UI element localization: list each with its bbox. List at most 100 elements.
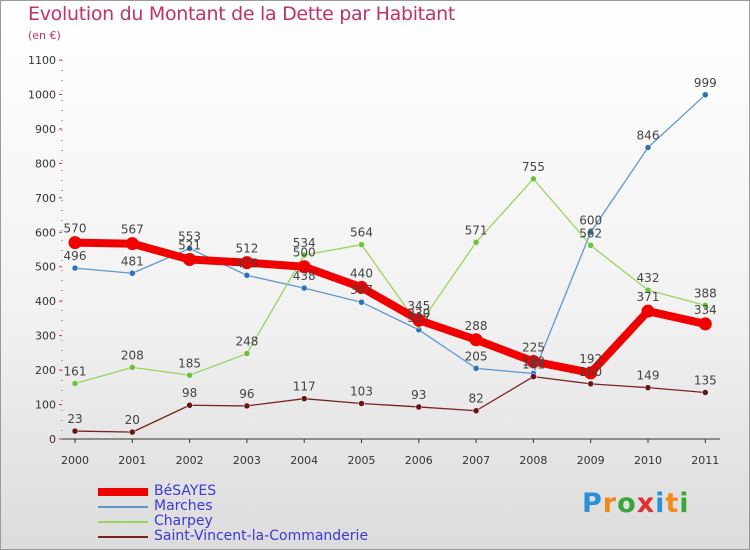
data-point-charpey xyxy=(472,239,480,246)
axes: 0 100 200 300 400 500 600 700 800 900 1000 1100 2000… xyxy=(28,54,720,467)
data-point-charpey xyxy=(702,302,709,309)
data-label-saint-vincent-la-commanderie: 96 xyxy=(239,387,254,401)
legend-swatch-marches xyxy=(98,506,148,508)
y-tick-label: 0 xyxy=(49,433,56,446)
data-point-saint-vincent-la-commanderie xyxy=(530,373,537,380)
data-point-b-sayes xyxy=(297,260,311,274)
x-tick-label: 2004 xyxy=(290,454,318,467)
series-line-marches xyxy=(74,94,706,375)
data-label-saint-vincent-la-commanderie: 82 xyxy=(468,392,483,406)
data-point-saint-vincent-la-commanderie xyxy=(129,428,136,436)
data-label-charpey: 564 xyxy=(350,226,373,240)
series-line-saint-vincent-la-commanderie xyxy=(74,375,706,433)
data-point-b-sayes xyxy=(412,313,426,327)
data-label-saint-vincent-la-commanderie: 93 xyxy=(411,388,426,402)
y-tick-label: 600 xyxy=(35,226,56,239)
data-label-b-sayes: 521 xyxy=(178,238,201,252)
data-point-charpey xyxy=(71,380,79,387)
data-label-charpey: 208 xyxy=(121,348,144,362)
y-tick-label: 700 xyxy=(35,192,56,205)
data-label-marches: 190 xyxy=(522,355,545,369)
legend-label-marches: Marches xyxy=(154,498,213,514)
chart-subtitle: (en €) xyxy=(28,29,61,42)
data-point-marches xyxy=(644,144,652,151)
data-label-saint-vincent-la-commanderie: 98 xyxy=(182,386,197,400)
logo-letter: i xyxy=(679,488,690,519)
x-tick-label: 2000 xyxy=(61,454,89,467)
data-point-b-sayes xyxy=(355,280,368,294)
y-tick-label: 900 xyxy=(35,123,56,136)
series-lines xyxy=(68,91,712,436)
data-label-b-sayes: 345 xyxy=(407,299,430,313)
data-point-charpey xyxy=(644,286,652,294)
x-tick-label: 2006 xyxy=(405,454,433,467)
data-point-marches xyxy=(702,91,709,99)
data-point-charpey xyxy=(243,350,251,357)
y-tick-label: 800 xyxy=(35,157,56,170)
y-tick-label: 1000 xyxy=(28,88,56,101)
data-label-saint-vincent-la-commanderie: 117 xyxy=(293,380,316,394)
data-point-b-sayes xyxy=(240,256,254,270)
data-label-charpey: 571 xyxy=(465,223,488,237)
data-label-marches: 846 xyxy=(637,129,660,143)
data-label-charpey: 755 xyxy=(522,160,545,174)
data-label-saint-vincent-la-commanderie: 135 xyxy=(694,373,717,387)
data-label-saint-vincent-la-commanderie: 20 xyxy=(125,413,140,427)
x-tick-label: 2010 xyxy=(634,454,662,467)
logo-letter: i xyxy=(655,488,666,519)
data-label-charpey: 534 xyxy=(293,236,316,250)
data-point-b-sayes xyxy=(183,252,197,266)
data-point-charpey xyxy=(300,251,308,259)
legend-swatch-besayes xyxy=(98,488,148,496)
data-point-marches xyxy=(300,284,308,292)
logo-letter: t xyxy=(665,488,680,519)
data-label-b-sayes: 570 xyxy=(64,222,87,236)
logo-letter: P xyxy=(582,488,603,519)
data-point-marches xyxy=(129,270,136,277)
data-point-saint-vincent-la-commanderie xyxy=(644,384,652,391)
data-label-charpey: 185 xyxy=(178,356,201,370)
data-label-b-sayes: 371 xyxy=(637,290,660,304)
data-point-b-sayes xyxy=(584,366,598,380)
x-tick-label: 2007 xyxy=(462,454,490,467)
data-label-marches: 600 xyxy=(579,213,602,227)
data-label-saint-vincent-la-commanderie: 103 xyxy=(350,385,373,399)
legend-label-saint-vincent: Saint-Vincent-la-Commanderie xyxy=(154,528,369,544)
data-label-marches: 475 xyxy=(235,256,258,270)
data-label-marches: 397 xyxy=(350,283,373,297)
data-label-b-sayes: 334 xyxy=(694,303,717,317)
data-label-saint-vincent-la-commanderie: 160 xyxy=(579,365,602,379)
data-point-saint-vincent-la-commanderie xyxy=(415,403,423,411)
data-label-charpey: 161 xyxy=(64,365,87,379)
data-label-marches: 999 xyxy=(694,76,717,90)
y-tick-label: 400 xyxy=(35,295,56,308)
data-label-charpey: 562 xyxy=(579,226,602,240)
data-point-b-sayes xyxy=(68,236,82,250)
data-label-b-sayes: 225 xyxy=(522,340,545,354)
x-tick-label: 2001 xyxy=(118,454,146,467)
data-label-marches: 438 xyxy=(293,269,316,283)
data-label-b-sayes: 500 xyxy=(293,246,316,260)
data-labels: 496 481 553 475 438 397 317 205 190 600 846 999 161 2… xyxy=(64,76,717,427)
data-label-b-sayes: 288 xyxy=(465,319,488,333)
legend-label-charpey: Charpey xyxy=(154,513,213,529)
y-tick-label: 500 xyxy=(35,261,56,274)
data-point-marches xyxy=(186,245,193,252)
data-point-charpey xyxy=(587,242,594,249)
proxiti-logo: Proxiti xyxy=(582,488,690,519)
data-point-marches xyxy=(358,298,365,306)
data-label-b-sayes: 192 xyxy=(579,352,602,366)
data-point-marches xyxy=(472,365,480,372)
data-label-charpey: 330 xyxy=(407,306,430,320)
data-point-b-sayes xyxy=(698,317,712,331)
logo-letter: x xyxy=(636,488,656,519)
data-label-saint-vincent-la-commanderie: 149 xyxy=(637,369,660,383)
data-point-saint-vincent-la-commanderie xyxy=(243,402,251,410)
y-tick-label: 200 xyxy=(35,364,56,377)
data-point-b-sayes xyxy=(469,333,483,347)
data-label-charpey: 432 xyxy=(637,271,660,285)
data-point-charpey xyxy=(129,364,136,371)
y-tick-label: 1100 xyxy=(28,54,56,67)
